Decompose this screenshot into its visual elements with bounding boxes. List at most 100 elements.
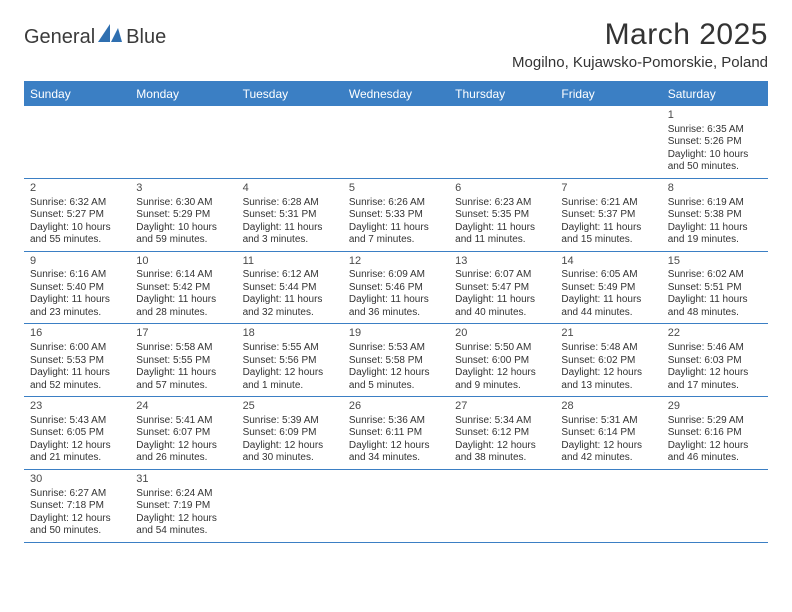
day-day1: Daylight: 12 hours [455, 367, 549, 380]
day-sunset: Sunset: 7:18 PM [30, 500, 124, 513]
day-number: 4 [243, 182, 337, 196]
weekday-monday: Monday [130, 83, 236, 106]
day-sunrise: Sunrise: 6:07 AM [455, 269, 549, 282]
day-day1: Daylight: 10 hours [668, 149, 762, 162]
day-day1: Daylight: 12 hours [349, 367, 443, 380]
day-cell [24, 106, 130, 178]
day-day2: and 13 minutes. [561, 380, 655, 393]
brand-name-part1: General [24, 26, 95, 49]
day-day2: and 40 minutes. [455, 307, 549, 320]
week-row: 16Sunrise: 6:00 AMSunset: 5:53 PMDayligh… [24, 324, 768, 397]
day-day2: and 26 minutes. [136, 452, 230, 465]
day-day1: Daylight: 11 hours [349, 222, 443, 235]
day-cell [449, 470, 555, 542]
day-sunset: Sunset: 6:09 PM [243, 427, 337, 440]
page-header: General Blue March 2025 Mogilno, Kujawsk… [24, 18, 768, 71]
day-cell: 27Sunrise: 5:34 AMSunset: 6:12 PMDayligh… [449, 397, 555, 469]
day-sunset: Sunset: 5:55 PM [136, 355, 230, 368]
day-sunset: Sunset: 5:51 PM [668, 282, 762, 295]
day-sunset: Sunset: 5:37 PM [561, 209, 655, 222]
day-cell: 18Sunrise: 5:55 AMSunset: 5:56 PMDayligh… [237, 324, 343, 396]
day-number: 2 [30, 182, 124, 196]
day-sunrise: Sunrise: 5:29 AM [668, 415, 762, 428]
day-sunrise: Sunrise: 6:05 AM [561, 269, 655, 282]
day-sunrise: Sunrise: 5:43 AM [30, 415, 124, 428]
day-sunset: Sunset: 5:47 PM [455, 282, 549, 295]
day-sunset: Sunset: 5:33 PM [349, 209, 443, 222]
day-number: 16 [30, 327, 124, 341]
title-block: March 2025 Mogilno, Kujawsko-Pomorskie, … [512, 18, 768, 71]
day-cell [662, 470, 768, 542]
day-day2: and 50 minutes. [30, 525, 124, 538]
day-sunset: Sunset: 6:02 PM [561, 355, 655, 368]
day-cell: 2Sunrise: 6:32 AMSunset: 5:27 PMDaylight… [24, 179, 130, 251]
day-sunrise: Sunrise: 5:46 AM [668, 342, 762, 355]
day-cell: 24Sunrise: 5:41 AMSunset: 6:07 PMDayligh… [130, 397, 236, 469]
day-cell [237, 106, 343, 178]
day-cell: 20Sunrise: 5:50 AMSunset: 6:00 PMDayligh… [449, 324, 555, 396]
day-cell: 8Sunrise: 6:19 AMSunset: 5:38 PMDaylight… [662, 179, 768, 251]
day-number: 20 [455, 327, 549, 341]
weekday-tuesday: Tuesday [237, 83, 343, 106]
day-day1: Daylight: 12 hours [561, 440, 655, 453]
day-number: 11 [243, 255, 337, 269]
day-day1: Daylight: 11 hours [561, 294, 655, 307]
day-sunrise: Sunrise: 5:36 AM [349, 415, 443, 428]
day-sunrise: Sunrise: 5:53 AM [349, 342, 443, 355]
day-day1: Daylight: 12 hours [30, 440, 124, 453]
day-number: 31 [136, 473, 230, 487]
day-number: 23 [30, 400, 124, 414]
brand-name-part2: Blue [126, 26, 166, 49]
day-sunset: Sunset: 5:29 PM [136, 209, 230, 222]
day-cell: 26Sunrise: 5:36 AMSunset: 6:11 PMDayligh… [343, 397, 449, 469]
day-sunset: Sunset: 5:40 PM [30, 282, 124, 295]
day-day2: and 17 minutes. [668, 380, 762, 393]
day-day2: and 5 minutes. [349, 380, 443, 393]
day-sunset: Sunset: 6:00 PM [455, 355, 549, 368]
day-sunrise: Sunrise: 6:35 AM [668, 124, 762, 137]
day-sunset: Sunset: 6:07 PM [136, 427, 230, 440]
day-day1: Daylight: 11 hours [455, 294, 549, 307]
day-cell: 10Sunrise: 6:14 AMSunset: 5:42 PMDayligh… [130, 252, 236, 324]
day-sunrise: Sunrise: 6:14 AM [136, 269, 230, 282]
calendar-grid: Sunday Monday Tuesday Wednesday Thursday… [24, 81, 768, 543]
week-row: 1Sunrise: 6:35 AMSunset: 5:26 PMDaylight… [24, 106, 768, 179]
day-sunrise: Sunrise: 6:19 AM [668, 197, 762, 210]
day-number: 22 [668, 327, 762, 341]
day-number: 14 [561, 255, 655, 269]
month-title: March 2025 [512, 18, 768, 52]
day-sunset: Sunset: 5:42 PM [136, 282, 230, 295]
day-sunrise: Sunrise: 5:55 AM [243, 342, 337, 355]
day-sunrise: Sunrise: 6:27 AM [30, 488, 124, 501]
day-day1: Daylight: 11 hours [243, 222, 337, 235]
day-cell: 6Sunrise: 6:23 AMSunset: 5:35 PMDaylight… [449, 179, 555, 251]
day-number: 29 [668, 400, 762, 414]
day-number: 18 [243, 327, 337, 341]
day-cell: 29Sunrise: 5:29 AMSunset: 6:16 PMDayligh… [662, 397, 768, 469]
day-number: 12 [349, 255, 443, 269]
day-day1: Daylight: 11 hours [455, 222, 549, 235]
sail-icon [98, 24, 124, 50]
day-sunrise: Sunrise: 5:58 AM [136, 342, 230, 355]
day-day1: Daylight: 12 hours [136, 440, 230, 453]
day-day2: and 46 minutes. [668, 452, 762, 465]
day-cell: 11Sunrise: 6:12 AMSunset: 5:44 PMDayligh… [237, 252, 343, 324]
day-number: 1 [668, 109, 762, 123]
day-sunset: Sunset: 6:16 PM [668, 427, 762, 440]
day-cell: 5Sunrise: 6:26 AMSunset: 5:33 PMDaylight… [343, 179, 449, 251]
day-cell: 25Sunrise: 5:39 AMSunset: 6:09 PMDayligh… [237, 397, 343, 469]
day-sunrise: Sunrise: 5:39 AM [243, 415, 337, 428]
day-number: 24 [136, 400, 230, 414]
day-sunset: Sunset: 7:19 PM [136, 500, 230, 513]
day-cell [449, 106, 555, 178]
day-day1: Daylight: 12 hours [243, 440, 337, 453]
week-row: 23Sunrise: 5:43 AMSunset: 6:05 PMDayligh… [24, 397, 768, 470]
day-number: 9 [30, 255, 124, 269]
day-sunrise: Sunrise: 5:34 AM [455, 415, 549, 428]
day-day1: Daylight: 12 hours [455, 440, 549, 453]
day-day2: and 34 minutes. [349, 452, 443, 465]
day-day1: Daylight: 11 hours [561, 222, 655, 235]
day-cell: 19Sunrise: 5:53 AMSunset: 5:58 PMDayligh… [343, 324, 449, 396]
day-day2: and 57 minutes. [136, 380, 230, 393]
day-day1: Daylight: 11 hours [136, 367, 230, 380]
